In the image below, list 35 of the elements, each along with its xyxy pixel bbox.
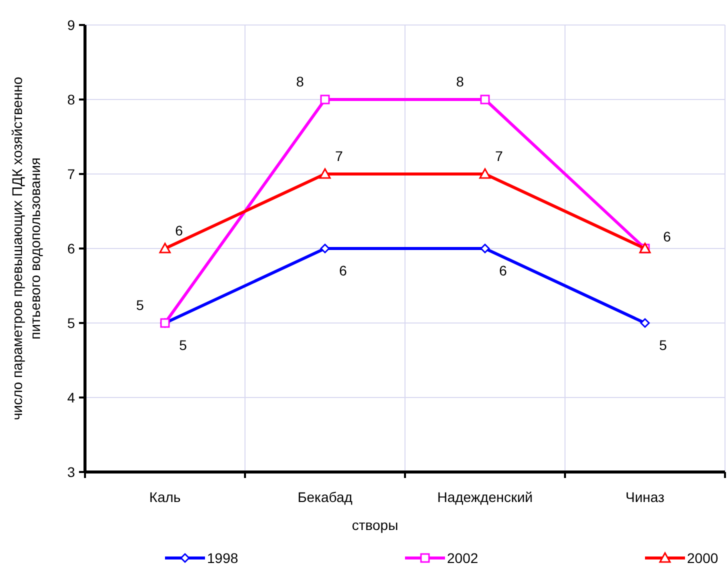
data-label: 6 xyxy=(499,262,508,278)
point xyxy=(319,168,331,179)
legend-label: 2002 xyxy=(447,550,478,566)
point xyxy=(479,168,491,179)
point xyxy=(159,242,171,254)
x-tick-label: Надежденский xyxy=(437,489,533,505)
data-label: 6 xyxy=(175,222,184,238)
y-tick-label: 9 xyxy=(67,16,76,33)
x-tick-label: Бекабад xyxy=(298,489,352,505)
y-tick-label: 4 xyxy=(67,389,76,406)
legend-label: 1998 xyxy=(207,550,238,566)
data-label: 7 xyxy=(495,148,504,164)
x-axis-title: створы xyxy=(352,517,398,533)
data-label: 5 xyxy=(136,296,144,313)
x-tick-label: Каль xyxy=(149,489,181,505)
y-tick-label: 3 xyxy=(67,464,76,480)
y-tick-label: 7 xyxy=(67,166,76,182)
legend-label: 2000 xyxy=(687,550,718,566)
point xyxy=(320,94,330,104)
data-label: 6 xyxy=(663,228,672,244)
point xyxy=(480,244,490,254)
y-tick-label: 6 xyxy=(67,240,76,256)
data-label: 5 xyxy=(659,336,668,353)
point xyxy=(640,318,650,328)
point xyxy=(480,94,490,104)
data-label: 5 xyxy=(179,336,188,353)
y-tick-label: 8 xyxy=(67,91,76,108)
y-tick-label: 5 xyxy=(67,314,76,331)
data-label: 8 xyxy=(296,73,304,90)
y-axis-title: число параметров превышающих ПДК хозяйственно питьевого водопользования xyxy=(9,76,43,420)
data-label: 6 xyxy=(339,262,348,278)
data-label: 7 xyxy=(335,148,344,164)
x-tick-label: Чиназ xyxy=(626,489,664,505)
point xyxy=(320,244,330,254)
data-label: 8 xyxy=(456,73,464,90)
